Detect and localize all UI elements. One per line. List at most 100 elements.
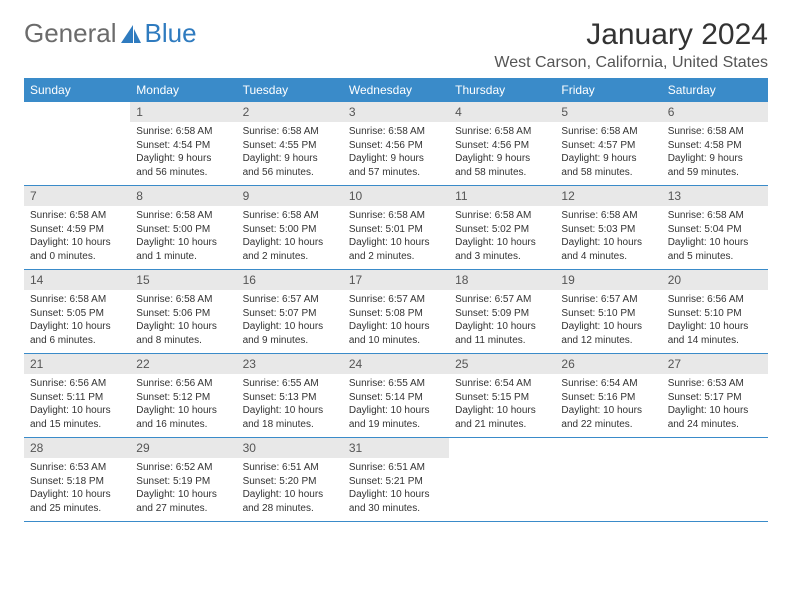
calendar-cell bbox=[24, 102, 130, 186]
calendar-cell: 3Sunrise: 6:58 AMSunset: 4:56 PMDaylight… bbox=[343, 102, 449, 186]
sunset-text: Sunset: 5:21 PM bbox=[349, 475, 443, 489]
sunrise-text: Sunrise: 6:53 AM bbox=[668, 377, 762, 391]
daylight-text: Daylight: 9 hours and 58 minutes. bbox=[561, 152, 655, 179]
sunset-text: Sunset: 4:55 PM bbox=[243, 139, 337, 153]
day-info: Sunrise: 6:56 AMSunset: 5:11 PMDaylight:… bbox=[24, 374, 130, 431]
daylight-text: Daylight: 9 hours and 57 minutes. bbox=[349, 152, 443, 179]
sunrise-text: Sunrise: 6:58 AM bbox=[455, 125, 549, 139]
sunrise-text: Sunrise: 6:58 AM bbox=[136, 209, 230, 223]
daylight-text: Daylight: 10 hours and 6 minutes. bbox=[30, 320, 124, 347]
sunrise-text: Sunrise: 6:51 AM bbox=[243, 461, 337, 475]
sunset-text: Sunset: 5:00 PM bbox=[243, 223, 337, 237]
calendar-cell: 27Sunrise: 6:53 AMSunset: 5:17 PMDayligh… bbox=[662, 354, 768, 438]
calendar-cell: 5Sunrise: 6:58 AMSunset: 4:57 PMDaylight… bbox=[555, 102, 661, 186]
sunset-text: Sunset: 5:07 PM bbox=[243, 307, 337, 321]
daylight-text: Daylight: 10 hours and 21 minutes. bbox=[455, 404, 549, 431]
day-info: Sunrise: 6:55 AMSunset: 5:14 PMDaylight:… bbox=[343, 374, 449, 431]
daylight-text: Daylight: 10 hours and 18 minutes. bbox=[243, 404, 337, 431]
day-info: Sunrise: 6:58 AMSunset: 4:55 PMDaylight:… bbox=[237, 122, 343, 179]
daylight-text: Daylight: 10 hours and 10 minutes. bbox=[349, 320, 443, 347]
sunset-text: Sunset: 5:17 PM bbox=[668, 391, 762, 405]
header: General Blue January 2024 West Carson, C… bbox=[24, 18, 768, 72]
logo-sail-icon bbox=[119, 23, 143, 45]
day-info: Sunrise: 6:58 AMSunset: 5:01 PMDaylight:… bbox=[343, 206, 449, 263]
calendar-cell: 7Sunrise: 6:58 AMSunset: 4:59 PMDaylight… bbox=[24, 186, 130, 270]
sunset-text: Sunset: 4:54 PM bbox=[136, 139, 230, 153]
calendar-cell: 30Sunrise: 6:51 AMSunset: 5:20 PMDayligh… bbox=[237, 438, 343, 522]
sunset-text: Sunset: 5:04 PM bbox=[668, 223, 762, 237]
day-info: Sunrise: 6:58 AMSunset: 4:54 PMDaylight:… bbox=[130, 122, 236, 179]
sunset-text: Sunset: 5:14 PM bbox=[349, 391, 443, 405]
day-number: 30 bbox=[237, 438, 343, 458]
sunrise-text: Sunrise: 6:58 AM bbox=[668, 209, 762, 223]
daylight-text: Daylight: 10 hours and 9 minutes. bbox=[243, 320, 337, 347]
daylight-text: Daylight: 10 hours and 1 minute. bbox=[136, 236, 230, 263]
sunset-text: Sunset: 5:19 PM bbox=[136, 475, 230, 489]
calendar-cell: 10Sunrise: 6:58 AMSunset: 5:01 PMDayligh… bbox=[343, 186, 449, 270]
day-header: Wednesday bbox=[343, 78, 449, 102]
sunset-text: Sunset: 5:00 PM bbox=[136, 223, 230, 237]
day-info: Sunrise: 6:58 AMSunset: 4:56 PMDaylight:… bbox=[449, 122, 555, 179]
calendar-cell: 13Sunrise: 6:58 AMSunset: 5:04 PMDayligh… bbox=[662, 186, 768, 270]
daylight-text: Daylight: 10 hours and 30 minutes. bbox=[349, 488, 443, 515]
day-number bbox=[24, 102, 130, 108]
day-info: Sunrise: 6:58 AMSunset: 4:56 PMDaylight:… bbox=[343, 122, 449, 179]
day-header: Friday bbox=[555, 78, 661, 102]
calendar-cell: 11Sunrise: 6:58 AMSunset: 5:02 PMDayligh… bbox=[449, 186, 555, 270]
calendar-cell: 15Sunrise: 6:58 AMSunset: 5:06 PMDayligh… bbox=[130, 270, 236, 354]
daylight-text: Daylight: 10 hours and 2 minutes. bbox=[349, 236, 443, 263]
location: West Carson, California, United States bbox=[494, 54, 768, 72]
day-info: Sunrise: 6:58 AMSunset: 4:57 PMDaylight:… bbox=[555, 122, 661, 179]
calendar-week-row: 7Sunrise: 6:58 AMSunset: 4:59 PMDaylight… bbox=[24, 186, 768, 270]
sunrise-text: Sunrise: 6:57 AM bbox=[455, 293, 549, 307]
daylight-text: Daylight: 9 hours and 59 minutes. bbox=[668, 152, 762, 179]
logo: General Blue bbox=[24, 18, 197, 49]
day-info: Sunrise: 6:57 AMSunset: 5:08 PMDaylight:… bbox=[343, 290, 449, 347]
sunrise-text: Sunrise: 6:58 AM bbox=[349, 209, 443, 223]
sunset-text: Sunset: 5:01 PM bbox=[349, 223, 443, 237]
day-number: 29 bbox=[130, 438, 236, 458]
day-info: Sunrise: 6:58 AMSunset: 5:03 PMDaylight:… bbox=[555, 206, 661, 263]
calendar-table: SundayMondayTuesdayWednesdayThursdayFrid… bbox=[24, 78, 768, 522]
day-info: Sunrise: 6:58 AMSunset: 5:06 PMDaylight:… bbox=[130, 290, 236, 347]
calendar-cell bbox=[449, 438, 555, 522]
calendar-cell: 9Sunrise: 6:58 AMSunset: 5:00 PMDaylight… bbox=[237, 186, 343, 270]
sunrise-text: Sunrise: 6:51 AM bbox=[349, 461, 443, 475]
calendar-cell: 8Sunrise: 6:58 AMSunset: 5:00 PMDaylight… bbox=[130, 186, 236, 270]
day-info: Sunrise: 6:58 AMSunset: 5:00 PMDaylight:… bbox=[130, 206, 236, 263]
day-number: 10 bbox=[343, 186, 449, 206]
daylight-text: Daylight: 10 hours and 24 minutes. bbox=[668, 404, 762, 431]
daylight-text: Daylight: 10 hours and 22 minutes. bbox=[561, 404, 655, 431]
sunset-text: Sunset: 5:13 PM bbox=[243, 391, 337, 405]
day-info: Sunrise: 6:53 AMSunset: 5:17 PMDaylight:… bbox=[662, 374, 768, 431]
day-header: Thursday bbox=[449, 78, 555, 102]
month-title: January 2024 bbox=[494, 18, 768, 52]
day-info: Sunrise: 6:51 AMSunset: 5:20 PMDaylight:… bbox=[237, 458, 343, 515]
sunrise-text: Sunrise: 6:58 AM bbox=[561, 125, 655, 139]
day-number: 11 bbox=[449, 186, 555, 206]
sunset-text: Sunset: 4:58 PM bbox=[668, 139, 762, 153]
day-number: 19 bbox=[555, 270, 661, 290]
sunrise-text: Sunrise: 6:56 AM bbox=[136, 377, 230, 391]
day-info: Sunrise: 6:58 AMSunset: 5:00 PMDaylight:… bbox=[237, 206, 343, 263]
calendar-cell: 28Sunrise: 6:53 AMSunset: 5:18 PMDayligh… bbox=[24, 438, 130, 522]
day-number: 17 bbox=[343, 270, 449, 290]
daylight-text: Daylight: 10 hours and 12 minutes. bbox=[561, 320, 655, 347]
sunrise-text: Sunrise: 6:54 AM bbox=[561, 377, 655, 391]
calendar-cell: 22Sunrise: 6:56 AMSunset: 5:12 PMDayligh… bbox=[130, 354, 236, 438]
day-number: 3 bbox=[343, 102, 449, 122]
day-info: Sunrise: 6:53 AMSunset: 5:18 PMDaylight:… bbox=[24, 458, 130, 515]
sunrise-text: Sunrise: 6:54 AM bbox=[455, 377, 549, 391]
daylight-text: Daylight: 10 hours and 8 minutes. bbox=[136, 320, 230, 347]
sunrise-text: Sunrise: 6:52 AM bbox=[136, 461, 230, 475]
calendar-week-row: 14Sunrise: 6:58 AMSunset: 5:05 PMDayligh… bbox=[24, 270, 768, 354]
day-number: 23 bbox=[237, 354, 343, 374]
sunrise-text: Sunrise: 6:58 AM bbox=[30, 293, 124, 307]
sunset-text: Sunset: 5:08 PM bbox=[349, 307, 443, 321]
calendar-cell: 24Sunrise: 6:55 AMSunset: 5:14 PMDayligh… bbox=[343, 354, 449, 438]
sunrise-text: Sunrise: 6:58 AM bbox=[243, 125, 337, 139]
daylight-text: Daylight: 10 hours and 4 minutes. bbox=[561, 236, 655, 263]
day-info: Sunrise: 6:52 AMSunset: 5:19 PMDaylight:… bbox=[130, 458, 236, 515]
logo-text-general: General bbox=[24, 18, 117, 49]
day-number: 13 bbox=[662, 186, 768, 206]
